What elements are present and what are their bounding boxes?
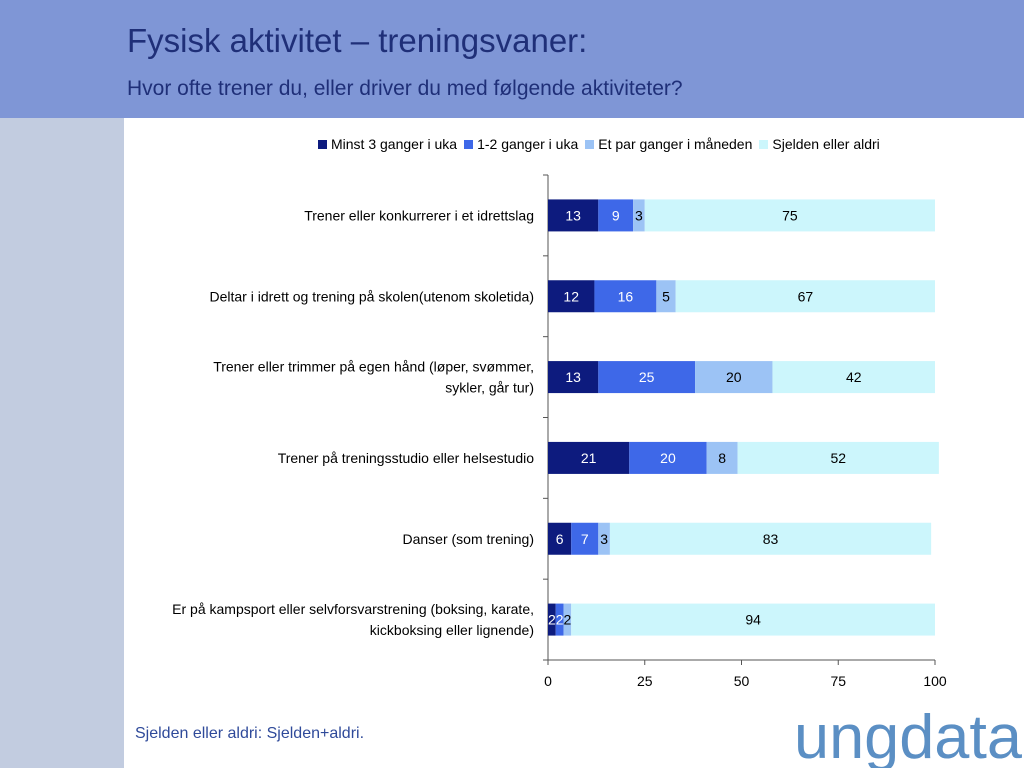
legend-label: Sjelden eller aldri bbox=[772, 136, 880, 152]
category-label: Trener eller trimmer på egen hånd (løper… bbox=[213, 359, 534, 375]
header-banner: Fysisk aktivitet – treningsvaner: Hvor o… bbox=[0, 0, 1024, 118]
left-sidebar-band bbox=[0, 118, 124, 768]
data-label: 83 bbox=[763, 531, 779, 547]
bar-segment bbox=[772, 361, 935, 394]
data-label: 75 bbox=[782, 207, 798, 223]
category-label: kickboksing eller lignende) bbox=[370, 622, 534, 638]
data-label: 21 bbox=[581, 450, 597, 466]
category-label: Trener på treningsstudio eller helsestud… bbox=[278, 450, 535, 466]
bar-segment bbox=[571, 603, 935, 636]
bar-segment bbox=[563, 603, 572, 636]
bar-segment bbox=[675, 280, 935, 313]
data-label: 67 bbox=[798, 288, 814, 304]
data-label: 25 bbox=[639, 369, 655, 385]
legend-item: 1-2 ganger i uka bbox=[464, 136, 578, 152]
bar-segment bbox=[609, 522, 932, 555]
bar-segment bbox=[548, 361, 599, 394]
svg-text:ungdata: ungdata bbox=[794, 703, 1023, 768]
x-tick-label: 100 bbox=[923, 673, 947, 689]
data-label: 6 bbox=[556, 531, 564, 547]
data-label: 16 bbox=[618, 288, 634, 304]
category-label: Er på kampsport eller selvforsvarstrenin… bbox=[172, 601, 534, 617]
data-label: 8 bbox=[718, 450, 726, 466]
category-label: Danser (som trening) bbox=[403, 531, 535, 547]
chart-legend: Minst 3 ganger i uka 1-2 ganger i uka Et p… bbox=[318, 135, 887, 153]
bar-segment bbox=[555, 603, 564, 636]
legend-label: Minst 3 ganger i uka bbox=[331, 136, 458, 152]
data-label: 12 bbox=[563, 288, 579, 304]
data-label: 3 bbox=[600, 531, 608, 547]
legend-label: 1-2 ganger i uka bbox=[477, 136, 579, 152]
bar-segment bbox=[548, 522, 572, 555]
data-label: 13 bbox=[565, 207, 581, 223]
x-tick-label: 0 bbox=[544, 673, 552, 689]
legend-swatch bbox=[318, 139, 327, 149]
data-label: 2 bbox=[556, 612, 564, 628]
x-tick-label: 75 bbox=[830, 673, 846, 689]
data-label: 2 bbox=[548, 612, 556, 628]
ungdata-logo: ungdata bbox=[794, 703, 1023, 768]
data-label: 52 bbox=[830, 450, 846, 466]
data-label: 20 bbox=[726, 369, 742, 385]
bar-segment bbox=[598, 522, 610, 555]
data-label: 2 bbox=[563, 612, 571, 628]
page-subtitle: Hvor ofte trener du, eller driver du med… bbox=[127, 77, 683, 100]
bar-segment bbox=[656, 280, 676, 313]
bar-segment bbox=[644, 199, 935, 232]
x-tick-label: 25 bbox=[637, 673, 653, 689]
data-label: 9 bbox=[612, 207, 620, 223]
bar-segment bbox=[737, 441, 939, 474]
page-title: Fysisk aktivitet – treningsvaner: bbox=[127, 22, 588, 59]
bar-segment bbox=[633, 199, 645, 232]
data-label: 42 bbox=[846, 369, 862, 385]
legend-swatch bbox=[464, 139, 474, 149]
legend-item: Sjelden eller aldri bbox=[759, 136, 880, 152]
legend-swatch bbox=[585, 139, 595, 149]
bar-segment bbox=[548, 441, 630, 474]
data-label: 7 bbox=[581, 531, 589, 547]
bar-segment bbox=[706, 441, 738, 474]
bar-segment bbox=[548, 199, 599, 232]
legend-swatch bbox=[759, 139, 769, 149]
bar-segment bbox=[594, 280, 657, 313]
legend-label: Et par ganger i måneden bbox=[598, 136, 753, 152]
category-label: Trener eller konkurrerer i et idrettslag bbox=[304, 207, 534, 223]
bar-segment bbox=[548, 280, 595, 313]
legend-item: Et par ganger i måneden bbox=[585, 136, 752, 152]
bar-segment bbox=[548, 603, 556, 636]
footnote: Sjelden eller aldri: Sjelden+aldri. bbox=[135, 725, 365, 742]
data-label: 13 bbox=[565, 369, 581, 385]
bar-segment bbox=[598, 361, 696, 394]
bar-segment bbox=[695, 361, 773, 394]
data-label: 5 bbox=[662, 288, 670, 304]
data-label: 3 bbox=[635, 207, 643, 223]
data-label: 20 bbox=[660, 450, 676, 466]
x-tick-label: 50 bbox=[734, 673, 750, 689]
category-label: Deltar i idrett og trening på skolen(ute… bbox=[209, 288, 534, 304]
legend-item: Minst 3 ganger i uka bbox=[318, 136, 457, 152]
data-label: 94 bbox=[745, 612, 761, 628]
bar-segment bbox=[598, 199, 634, 232]
category-label: sykler, går tur) bbox=[445, 380, 534, 396]
bar-segment bbox=[571, 522, 599, 555]
bar-segment bbox=[629, 441, 707, 474]
